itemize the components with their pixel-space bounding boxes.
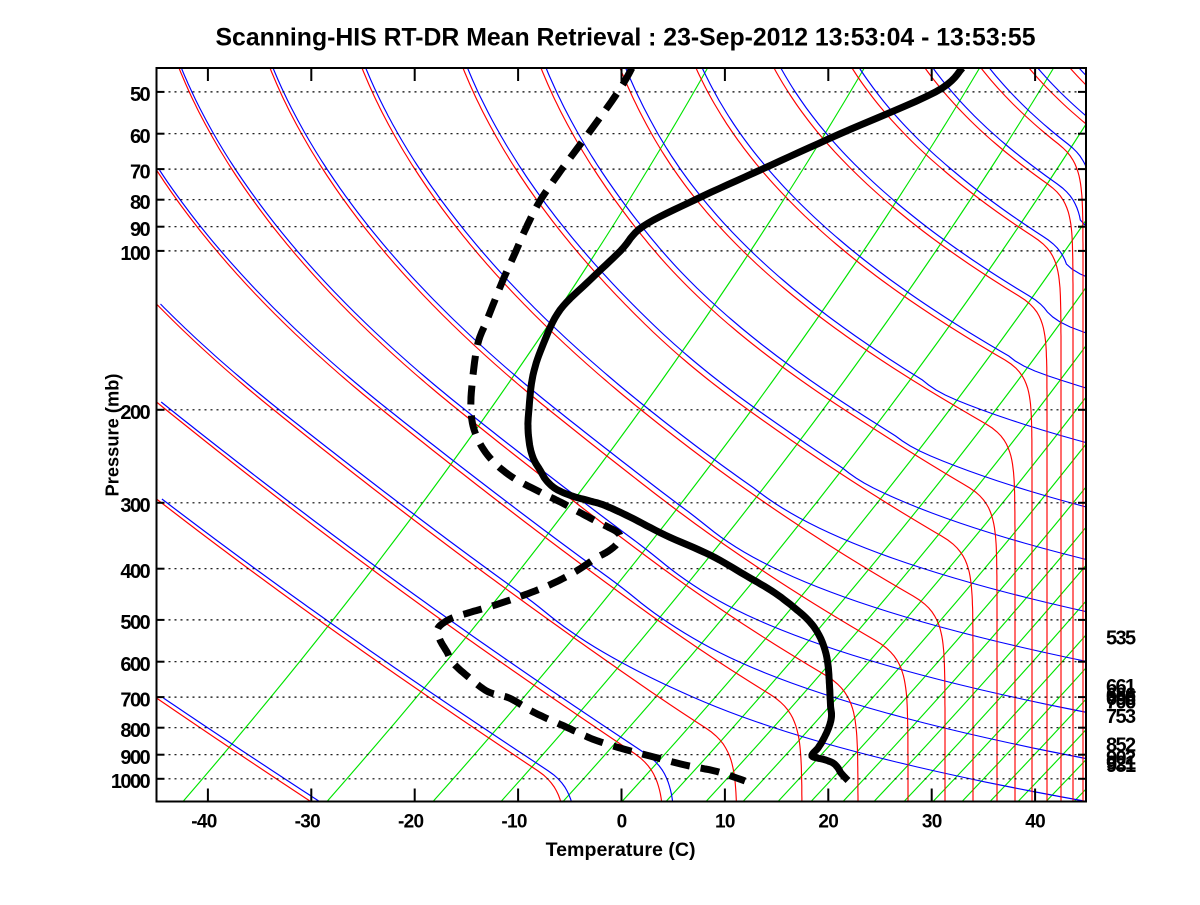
svg-text:0: 0 (617, 812, 627, 833)
svg-text:-10: -10 (501, 812, 526, 833)
svg-text:300: 300 (120, 495, 150, 517)
svg-text:931: 931 (1106, 755, 1136, 777)
svg-text:-40: -40 (191, 812, 216, 833)
svg-text:900: 900 (120, 747, 150, 769)
svg-text:-30: -30 (295, 812, 320, 833)
svg-text:661: 661 (1106, 676, 1136, 698)
svg-text:1000: 1000 (111, 771, 151, 793)
svg-text:-20: -20 (398, 812, 423, 833)
svg-text:800: 800 (120, 720, 150, 742)
svg-text:921: 921 (1106, 752, 1136, 774)
svg-text:902: 902 (1106, 748, 1136, 770)
svg-text:10: 10 (715, 812, 735, 833)
svg-text:696: 696 (1106, 688, 1136, 710)
svg-text:852: 852 (1106, 734, 1136, 756)
svg-text:30: 30 (922, 812, 942, 833)
svg-text:686: 686 (1106, 685, 1136, 707)
svg-text:100: 100 (120, 243, 150, 265)
svg-text:706: 706 (1106, 691, 1136, 713)
svg-text:500: 500 (120, 612, 150, 634)
svg-text:70: 70 (130, 161, 151, 183)
svg-text:400: 400 (120, 561, 150, 583)
svg-text:753: 753 (1106, 706, 1136, 728)
svg-text:600: 600 (120, 654, 150, 676)
svg-text:20: 20 (818, 812, 838, 833)
svg-text:200: 200 (120, 402, 150, 424)
svg-text:50: 50 (130, 84, 151, 106)
svg-text:Scanning-HIS RT-DR Mean Retrie: Scanning-HIS RT-DR Mean Retrieval : 23-S… (216, 25, 1036, 52)
svg-text:Temperature (C): Temperature (C) (546, 839, 696, 861)
svg-text:535: 535 (1106, 628, 1136, 650)
svg-text:40: 40 (1025, 812, 1045, 833)
svg-text:700: 700 (120, 689, 150, 711)
svg-text:90: 90 (130, 219, 151, 241)
svg-text:Pressure (mb): Pressure (mb) (102, 374, 123, 497)
svg-text:60: 60 (130, 126, 151, 148)
svg-text:80: 80 (130, 192, 151, 214)
